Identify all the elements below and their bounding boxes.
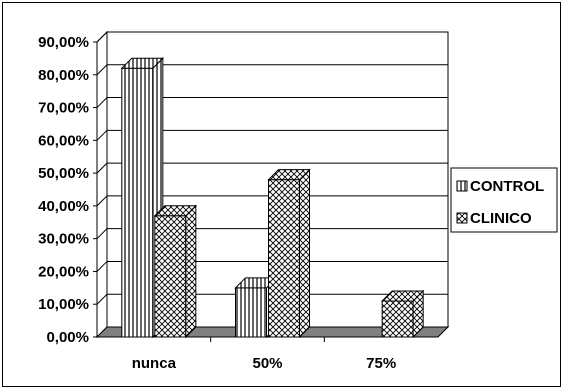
bar-clinico-nunca bbox=[153, 204, 198, 339]
gridline-9 bbox=[96, 31, 448, 43]
legend-label-control: CONTROL bbox=[470, 178, 544, 195]
y-tick-label-0: 0,00% bbox=[46, 329, 89, 346]
gridline-2 bbox=[96, 260, 448, 272]
bar-front bbox=[121, 67, 154, 338]
bar-side bbox=[185, 204, 197, 339]
gridline-8 bbox=[96, 64, 448, 76]
y-tick-label-6: 60,00% bbox=[38, 132, 89, 149]
legend-box bbox=[450, 167, 558, 233]
y-tick-label-1: 10,00% bbox=[38, 296, 89, 313]
legend-label-clinico: CLINICO bbox=[470, 210, 532, 227]
bar-front bbox=[235, 287, 267, 338]
bar-front bbox=[154, 215, 187, 338]
y-tick-label-8: 80,00% bbox=[38, 67, 89, 84]
bar-top bbox=[153, 205, 198, 217]
gridline-4 bbox=[96, 195, 448, 207]
bar-control-nunca bbox=[120, 57, 165, 339]
bar-front bbox=[268, 179, 300, 338]
x-category-label-1: 50% bbox=[252, 355, 282, 372]
bar-top bbox=[120, 57, 165, 69]
bar-side bbox=[299, 168, 310, 339]
y-tick-label-3: 30,00% bbox=[38, 231, 89, 248]
gridline-7 bbox=[96, 97, 448, 108]
y-axis: 0,00% 10,00% 20,00% 30,00% 40,00% 50,00% 60,00… bbox=[38, 34, 98, 346]
bar-top bbox=[267, 169, 311, 181]
bar-clinico-75% bbox=[380, 289, 425, 339]
x-category-label-2: 75% bbox=[366, 355, 396, 372]
side-wall bbox=[96, 30, 108, 339]
bar-front bbox=[381, 300, 414, 338]
gridlines bbox=[96, 31, 448, 305]
gridline-6 bbox=[96, 129, 448, 141]
legend: CONTROL CLINICO bbox=[450, 167, 558, 233]
y-tick-label-9: 90,00% bbox=[38, 34, 89, 51]
bars bbox=[120, 57, 425, 339]
legend-swatch-clinico bbox=[456, 212, 468, 224]
y-tick-label-2: 20,00% bbox=[38, 263, 89, 280]
y-tick-label-5: 50,00% bbox=[38, 165, 89, 182]
y-tick-label-7: 70,00% bbox=[38, 100, 89, 117]
gridline-5 bbox=[96, 162, 448, 174]
y-tick-label-4: 40,00% bbox=[38, 198, 89, 215]
bar-clinico-50% bbox=[267, 168, 311, 339]
x-axis: nunca 50% 75% bbox=[97, 336, 438, 372]
x-category-label-0: nunca bbox=[132, 355, 177, 372]
gridline-1 bbox=[96, 293, 448, 305]
gridline-3 bbox=[96, 228, 448, 240]
bar-top bbox=[380, 290, 425, 302]
legend-swatch-control bbox=[456, 180, 468, 192]
